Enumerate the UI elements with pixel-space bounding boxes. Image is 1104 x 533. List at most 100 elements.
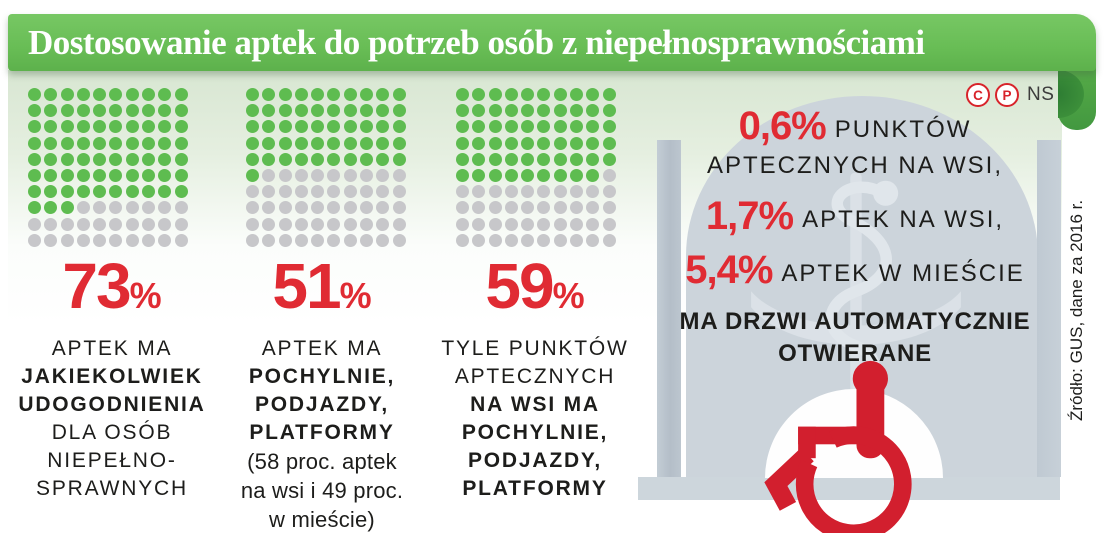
dot-empty	[262, 185, 276, 199]
dot-empty	[262, 233, 276, 247]
dot-filled	[343, 136, 357, 150]
dot-empty	[158, 233, 172, 247]
dot-filled	[504, 104, 518, 118]
stat-column-73: 73% APTEK MA JAKIEKOLWIEK UDOGODNIENIA DLA O…	[8, 254, 216, 503]
stat-value: 5,4%	[685, 248, 773, 292]
dot-filled	[93, 104, 107, 118]
dot-filled	[44, 168, 58, 182]
dot-filled	[109, 168, 123, 182]
dot-empty	[602, 217, 616, 231]
dot-filled	[392, 120, 406, 134]
dot-filled	[109, 104, 123, 118]
dot-filled	[246, 88, 259, 101]
dot-empty	[456, 217, 469, 231]
percent-value: 59%	[432, 254, 638, 326]
dot-filled	[174, 136, 188, 150]
dot-empty	[311, 201, 325, 215]
caption-lines: APTEK MA POCHYLNIE, PODJAZDY, PLATFORMY (58 …	[218, 335, 426, 533]
dot-filled	[472, 88, 486, 101]
dot-filled	[158, 120, 172, 134]
dot-filled	[44, 201, 58, 215]
dot-filled	[60, 201, 74, 215]
dot-filled	[278, 152, 292, 166]
dot-filled	[521, 136, 535, 150]
dot-filled	[60, 185, 74, 199]
dot-empty	[504, 217, 518, 231]
dot-empty	[327, 185, 341, 199]
caption-line: POCHYLNIE,	[248, 365, 396, 388]
stats-footer-line: MA DRZWI AUTOMATYCZNIE	[679, 308, 1031, 335]
dot-filled	[158, 168, 172, 182]
dot-filled	[537, 152, 551, 166]
agency-label: NS	[1027, 84, 1055, 105]
dot-filled	[278, 104, 292, 118]
dot-empty	[109, 217, 123, 231]
dot-filled	[125, 168, 139, 182]
dot-empty	[521, 185, 535, 199]
caption-line: TYLE PUNKTÓW	[441, 337, 629, 360]
dot-filled	[586, 136, 600, 150]
dot-empty	[125, 217, 139, 231]
dot-filled	[109, 88, 123, 101]
dot-empty	[537, 233, 551, 247]
dot-filled	[125, 185, 139, 199]
dot-empty	[174, 233, 188, 247]
dot-empty	[521, 217, 535, 231]
dot-empty	[142, 217, 156, 231]
percent-sign: %	[339, 275, 372, 316]
dot-empty	[537, 201, 551, 215]
caption-line: (58 proc. aptek	[247, 449, 397, 474]
dot-filled	[537, 136, 551, 150]
dot-filled	[158, 136, 172, 150]
dot-empty	[246, 233, 259, 247]
dot-filled	[142, 120, 156, 134]
dot-empty	[376, 185, 390, 199]
dot-filled	[174, 152, 188, 166]
dot-empty	[376, 233, 390, 247]
dot-empty	[376, 168, 390, 182]
dot-filled	[570, 152, 584, 166]
dot-filled	[553, 88, 567, 101]
dot-empty	[456, 201, 469, 215]
dot-filled	[553, 168, 567, 182]
source-note: Źródło: GUS, dane za 2016 r.	[1067, 199, 1086, 421]
dot-filled	[44, 185, 58, 199]
caption-line: POCHYLNIE,	[461, 421, 609, 444]
dot-filled	[125, 88, 139, 101]
dot-empty	[158, 201, 172, 215]
dot-filled	[142, 185, 156, 199]
dot-filled	[456, 168, 469, 182]
dot-empty	[294, 233, 308, 247]
dot-empty	[504, 233, 518, 247]
dot-empty	[93, 217, 107, 231]
dot-filled	[142, 88, 156, 101]
dot-filled	[456, 104, 469, 118]
dot-filled	[174, 104, 188, 118]
dot-filled	[262, 88, 276, 101]
dot-empty	[586, 201, 600, 215]
dot-filled	[93, 88, 107, 101]
dot-filled	[586, 152, 600, 166]
dot-filled	[76, 136, 90, 150]
dot-empty	[521, 201, 535, 215]
dot-filled	[472, 136, 486, 150]
dot-empty	[376, 217, 390, 231]
caption-line: NIEPEŁNO-	[47, 449, 177, 472]
dot-empty	[360, 233, 374, 247]
caption-line: na wsi i 49 proc.	[240, 478, 404, 503]
dot-empty	[586, 185, 600, 199]
dot-filled	[472, 168, 486, 182]
dot-filled	[28, 152, 41, 166]
title-banner: Dostosowanie aptek do potrzeb osób z nie…	[8, 14, 1096, 71]
dot-filled	[278, 120, 292, 134]
dot-filled	[327, 136, 341, 150]
dot-filled	[488, 120, 502, 134]
dot-empty	[278, 233, 292, 247]
dot-filled	[376, 88, 390, 101]
dot-empty	[125, 233, 139, 247]
dot-empty	[553, 217, 567, 231]
dot-empty	[174, 201, 188, 215]
automatic-doors-stats: 0,6% PUNKTÓW APTECZNYCH NA WSI, 1,7% APTEK …	[672, 106, 1038, 370]
dot-filled	[553, 136, 567, 150]
